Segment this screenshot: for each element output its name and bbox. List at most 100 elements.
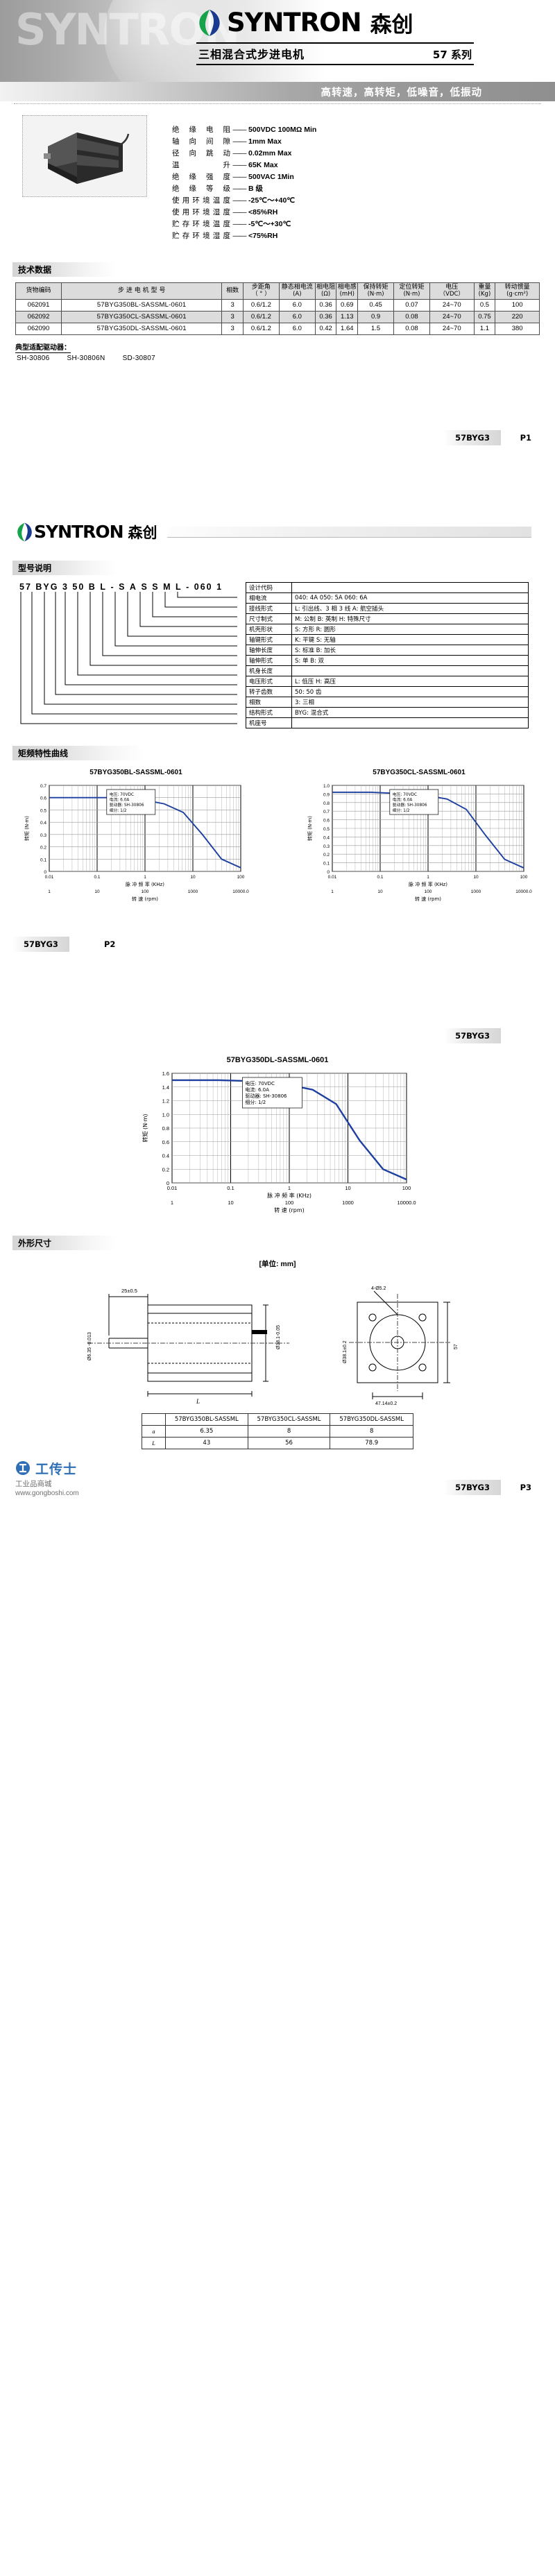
- dim-cell: 43: [165, 1436, 248, 1449]
- table-header-row: 57BYG350BL-SASSML 57BYG350CL-SASSML 57BY…: [142, 1413, 413, 1426]
- th-label: 保持转矩: [363, 284, 388, 291]
- svg-text:1.0: 1.0: [162, 1111, 169, 1118]
- svg-text:0.2: 0.2: [323, 853, 330, 858]
- brand-name-cn: 森创: [128, 524, 157, 541]
- torque-chart-cl: 57BYG350CL-SASSML-0601 1.0 0.9 0.8 0.7 0.6 0.…: [301, 769, 537, 902]
- svg-text:10: 10: [94, 889, 100, 894]
- th-label: 相数: [226, 287, 239, 295]
- cell-detent-torque: 0.08: [393, 310, 430, 323]
- spec-item: 绝缘强度 —— 500VAC 1Min: [172, 173, 316, 182]
- spec-dash: ——: [232, 196, 247, 205]
- dim-th-dl: 57BYG350DL-SASSML: [330, 1413, 413, 1426]
- page-tag-1: 57BYG3 P1: [0, 429, 555, 454]
- svg-text:1.2: 1.2: [162, 1098, 169, 1104]
- cell-voltage: 24~70: [429, 298, 475, 312]
- th-label: 电压: [445, 284, 459, 291]
- spacer: [0, 960, 555, 1021]
- brand-name: SYNTRON: [34, 522, 124, 543]
- code-value: K: 平键 S: 无轴: [291, 633, 529, 645]
- product-title: 三相混合式步进电机: [198, 48, 305, 61]
- cell-current: 6.0: [278, 310, 316, 323]
- svg-text:1: 1: [171, 1200, 173, 1206]
- th-phases: 相数: [221, 282, 244, 300]
- cell-code: 062091: [15, 298, 62, 312]
- page-header: SYNTRON SYNTRON 森创 三相混合式步进电机 57 系列: [0, 0, 555, 82]
- code-value: BYG: 混合式: [291, 706, 529, 718]
- spec-item: 轴向间隙 —— 1mm Max: [172, 137, 316, 146]
- th-resistance: 相电阻 (Ω): [314, 282, 337, 300]
- table-row: 机壳形状 S: 方形 R: 圆形: [246, 623, 529, 635]
- code-key: 相电流: [246, 592, 292, 604]
- svg-text:电压: 70VDC: 电压: 70VDC: [245, 1080, 275, 1086]
- brand-name-cn: 森创: [370, 12, 413, 37]
- spec-label: 使用环境温度: [172, 196, 230, 205]
- spec-dash: ——: [232, 126, 247, 134]
- svg-text:转矩 (N·m): 转矩 (N·m): [307, 815, 313, 840]
- watermark-logo: 工传士: [15, 1459, 77, 1478]
- svg-text:脉 冲 频 率 (KHz): 脉 冲 频 率 (KHz): [267, 1192, 311, 1199]
- model-code-string: 57 BYG 3 50 B L - S A S S M L - 060 1: [19, 582, 223, 592]
- table-row: 机身长度: [246, 665, 529, 676]
- code-char: 57: [19, 581, 32, 592]
- dim-bolt-pitch: 47.14±0.2: [375, 1401, 397, 1406]
- spec-label: 轴向间隙: [172, 137, 230, 146]
- th-label: 步 进 电 机 型 号: [118, 287, 166, 295]
- code-key: 转子齿数: [246, 685, 292, 697]
- th-unit: （ ° ）: [252, 290, 271, 298]
- dim-cell: 8: [247, 1424, 331, 1438]
- cell-code: 062090: [15, 322, 62, 335]
- cell-inductance: 1.64: [336, 322, 359, 335]
- cell-holding-torque: 0.45: [357, 298, 395, 312]
- code-key: 轴伸长度: [246, 644, 292, 656]
- th-label: 货物编码: [26, 287, 51, 295]
- chart-canvas: 1.61.41.21.00.80.60.40.200.01 0.1 1 10 100脉 …: [142, 1071, 416, 1213]
- table-row: 尺寸制式 M: 公制 B: 英制 H: 特殊尺寸: [246, 613, 529, 624]
- cell-inductance: 0.69: [336, 298, 359, 312]
- dim-square: 57: [454, 1344, 459, 1349]
- svg-text:细分: 1/2: 细分: 1/2: [393, 807, 410, 812]
- svg-text:0.3: 0.3: [40, 833, 46, 837]
- svg-text:脉 冲 频 率 (KHz): 脉 冲 频 率 (KHz): [409, 881, 447, 887]
- svg-text:0.4: 0.4: [323, 835, 330, 840]
- code-char: 1: [216, 581, 223, 592]
- spec-item: 绝缘等级 —— B 级: [172, 185, 316, 194]
- page-number: P1: [520, 432, 531, 443]
- motor-side-view-drawing: 25±0.5 Ø6.35 -0.013 Ø38.1-0.05 L: [87, 1288, 289, 1405]
- svg-text:10: 10: [345, 1185, 350, 1191]
- code-char: L: [100, 581, 107, 592]
- svg-text:0.3: 0.3: [323, 844, 330, 848]
- th-detent-torque: 定位转矩 (N·m): [393, 282, 430, 300]
- cell-current: 6.0: [278, 298, 316, 312]
- code-value: 3: 三相: [291, 696, 529, 708]
- driver-item: SH-30806N: [67, 354, 105, 362]
- spec-item: 温 升 —— 65K Max: [172, 162, 316, 170]
- spec-label: 贮存环境温度: [172, 220, 230, 229]
- watermark-subtitle: 工业品商城: [15, 1479, 52, 1488]
- dim-flange-dia: Ø38.1-0.05: [276, 1324, 281, 1349]
- cell-inductance: 1.13: [336, 310, 359, 323]
- svg-text:转矩 (N·m): 转矩 (N·m): [142, 1114, 148, 1142]
- dim-cell: 78.9: [330, 1436, 413, 1449]
- svg-text:100: 100: [142, 889, 149, 894]
- table-row: 062091 57BYG350BL-SASSML-0601 3 0.6/1.2 …: [15, 298, 540, 312]
- cell-detent-torque: 0.08: [393, 322, 430, 335]
- driver-item: SD-30807: [122, 354, 156, 362]
- code-value: 50: 50 齿: [291, 685, 529, 697]
- page-tag-3: 57BYG3: [0, 1027, 555, 1052]
- cell-inertia: 380: [495, 322, 540, 335]
- svg-text:10000.0: 10000.0: [397, 1200, 416, 1206]
- table-row: 062090 57BYG350DL-SASSML-0601 3 0.6/1.2 …: [15, 322, 540, 335]
- watermark-name: 工传士: [35, 1461, 78, 1477]
- cell-model: 57BYG350BL-SASSML-0601: [61, 298, 223, 312]
- svg-text:1.4: 1.4: [162, 1084, 169, 1090]
- table-row: 机座号: [246, 717, 529, 728]
- page-number: P2: [104, 939, 116, 949]
- code-char: -: [110, 581, 115, 592]
- cell-code: 062092: [15, 310, 62, 323]
- spec-dash: ——: [232, 185, 247, 194]
- cell-step-angle: 0.6/1.2: [242, 298, 280, 312]
- svg-text:1: 1: [288, 1185, 291, 1191]
- th-label: 步距角: [251, 284, 271, 291]
- svg-text:0.1: 0.1: [40, 858, 46, 862]
- svg-text:0.01: 0.01: [328, 875, 337, 880]
